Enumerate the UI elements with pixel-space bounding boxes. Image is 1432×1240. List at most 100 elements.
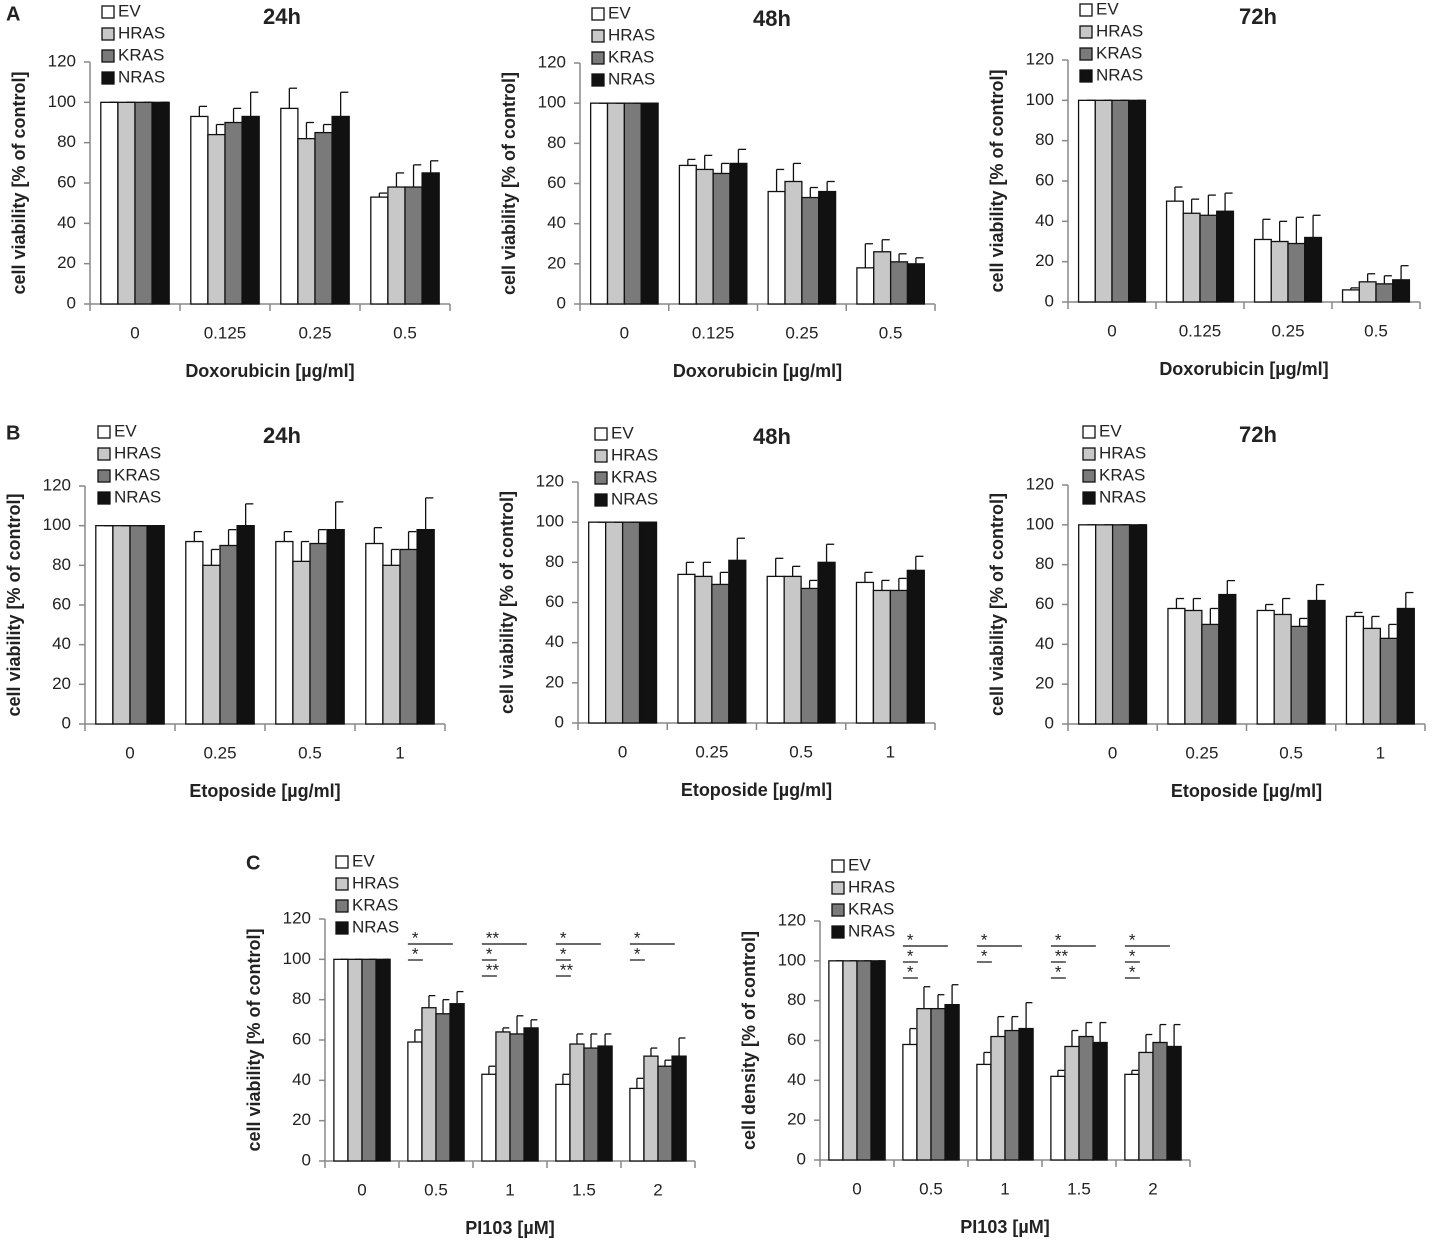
y-tick-label: 80 [1035,554,1054,573]
error-bar [322,123,332,133]
bar [902,1043,918,1161]
y-tick-label: 60 [52,594,71,613]
x-tick-label: 0.5 [1279,743,1303,762]
bar [712,172,731,305]
x-axis-label: Doxorubicin [µg/ml] [185,361,354,381]
bar [190,115,209,305]
error-bar [864,571,873,583]
x-tick-label: 0.5 [298,743,322,762]
error-bar [530,1019,538,1028]
bar [421,1007,437,1162]
error-bar [791,565,801,577]
bar [1166,1045,1182,1161]
x-tick-label: 0 [852,1179,861,1198]
y-tick-label: 60 [292,1029,311,1048]
bar [95,525,114,725]
x-tick-label: 1 [505,1180,514,1199]
error-bar [678,1037,686,1057]
bar [930,1007,946,1161]
bar [134,101,153,305]
error-bar [576,1033,584,1045]
error-bar [736,537,745,561]
x-axis-label: PI103 [µM] [960,1217,1049,1237]
bar [1270,240,1289,303]
y-tick-label: 60 [787,1030,806,1049]
y-tick-label: 40 [1035,211,1054,230]
x-axis-label: Etoposide [µg/ml] [189,781,340,801]
legend-swatch [591,51,605,65]
y-tick-label: 20 [1035,251,1054,270]
significance-mark: * [486,944,493,963]
error-bar [300,540,310,562]
bar [800,587,819,724]
error-bar [997,1015,1005,1037]
bar [292,560,311,725]
legend-swatch [1079,69,1093,83]
bar [906,263,925,305]
error-bar [1366,273,1376,282]
panel-label: A [6,3,20,25]
bar [117,101,136,305]
y-tick-label: 40 [57,213,76,232]
x-tick-label: 0 [130,323,139,342]
legend-label: HRAS [1096,21,1143,40]
legend-label: EV [848,855,871,874]
bar [495,1031,511,1162]
y-tick-label: 60 [57,172,76,191]
error-bar [1383,275,1392,284]
legend-swatch [101,71,115,85]
x-tick-label: 0 [1108,743,1117,762]
error-bar [442,999,450,1014]
error-bar [395,172,405,188]
legend-swatch [1079,47,1093,61]
bar [331,115,350,305]
significance-mark: * [907,930,914,949]
bar [236,525,255,725]
y-tick-label: 100 [48,92,76,111]
y-tick-label: 60 [547,173,566,192]
significance-mark: ** [486,960,500,979]
bar [1358,281,1377,303]
error-bar [898,577,907,591]
x-tick-label: 2 [653,1180,662,1199]
legend-swatch [1082,425,1096,439]
error-bar [937,994,945,1009]
y-tick-label: 40 [545,632,564,651]
y-tick-label: 120 [536,471,564,490]
bar [375,958,391,1162]
legend-label: KRAS [611,467,657,486]
bar [1256,609,1275,725]
error-bar [428,994,436,1008]
bar [1064,1045,1080,1161]
bar [1128,524,1148,725]
error-bar [792,162,802,182]
legend-label: HRAS [352,873,399,892]
bar [370,196,389,305]
y-tick-label: 120 [48,51,76,70]
bar [671,1055,687,1162]
bar [1287,242,1306,303]
bar [1218,593,1237,725]
y-tick-label: 0 [302,1150,311,1169]
bar [678,164,697,305]
bar [638,521,658,724]
bar [767,190,786,305]
error-bar [390,548,400,566]
significance-mark: * [560,928,567,947]
error-bar [590,1033,598,1049]
bar [856,960,872,1161]
error-bar [1350,287,1359,290]
legend-label: HRAS [848,877,895,896]
y-tick-label: 0 [1045,713,1054,732]
bar [842,960,858,1161]
bar [1396,607,1415,725]
error-bar [898,253,907,262]
bar [606,102,626,305]
bar [1111,99,1130,303]
y-tick-label: 120 [1026,49,1054,68]
bar [818,190,837,305]
x-tick-label: 1 [886,742,895,761]
y-tick-label: 80 [52,555,71,574]
bar [481,1073,497,1162]
bar [361,958,377,1162]
